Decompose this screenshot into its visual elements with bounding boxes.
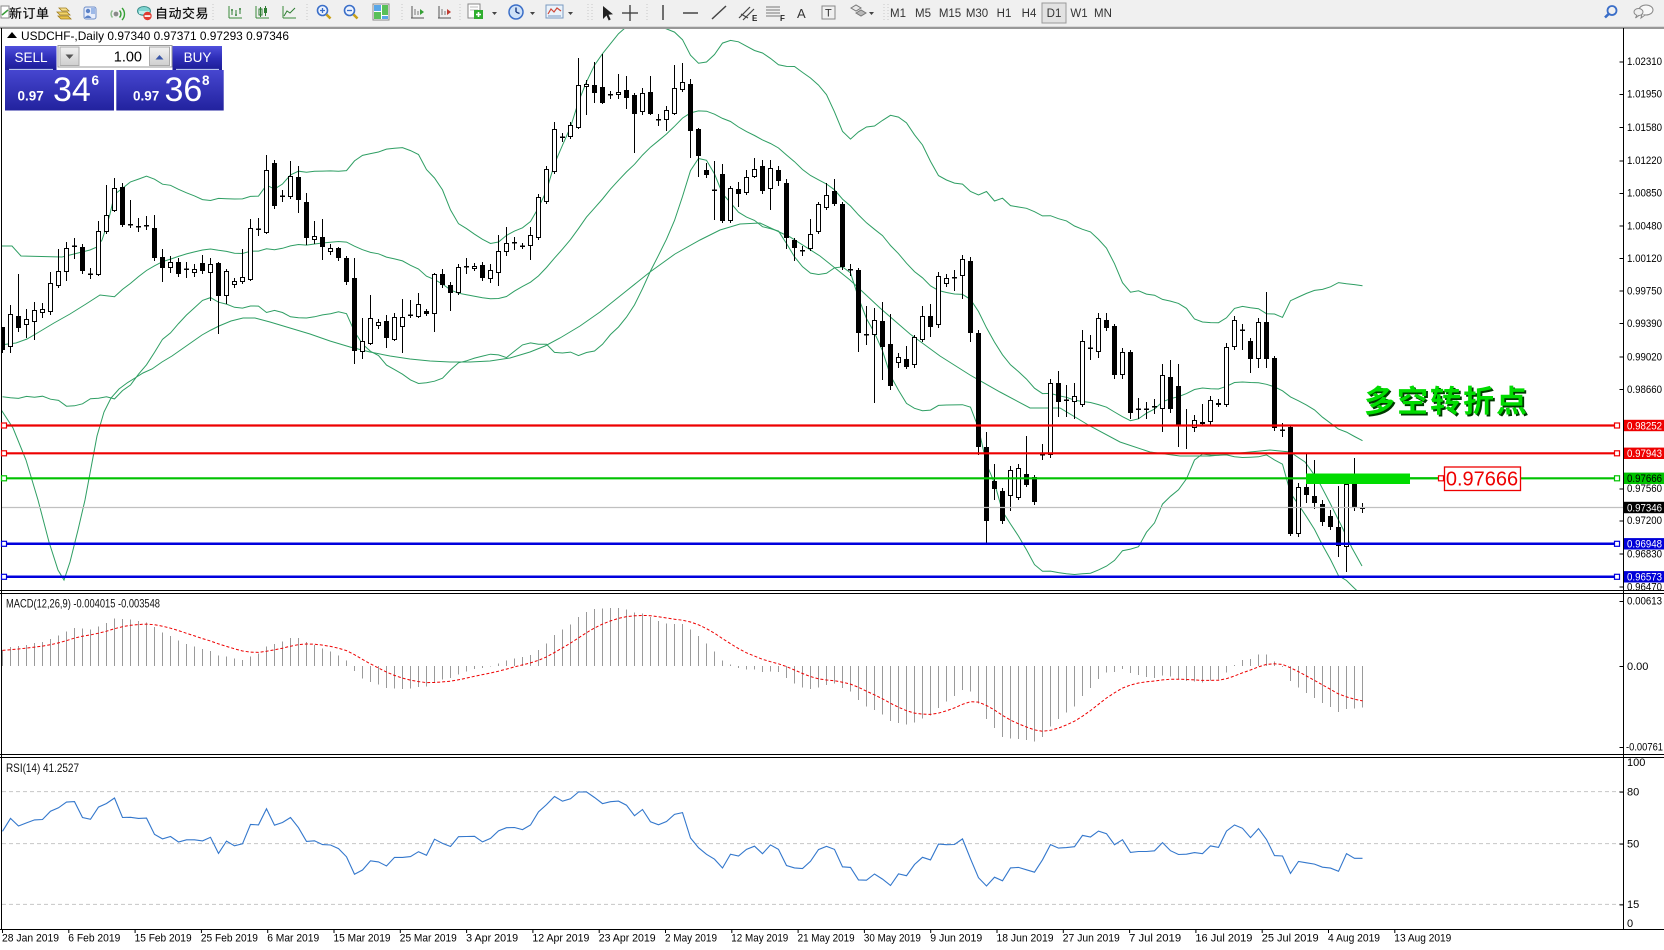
svg-text:25 Feb 2019: 25 Feb 2019 <box>201 933 258 945</box>
svg-text:1.00120: 1.00120 <box>1627 253 1662 265</box>
svg-text:D1: D1 <box>1047 8 1062 20</box>
svg-text:0.97346: 0.97346 <box>1627 502 1662 514</box>
svg-text:6: 6 <box>92 73 100 88</box>
svg-text:36: 36 <box>165 71 203 109</box>
svg-text:1.02310: 1.02310 <box>1627 56 1662 68</box>
svg-text:50: 50 <box>1627 838 1639 850</box>
svg-text:0.97200: 0.97200 <box>1627 515 1662 527</box>
svg-text:0.97666: 0.97666 <box>1627 473 1662 485</box>
svg-text:34: 34 <box>53 71 91 109</box>
svg-text:1.01220: 1.01220 <box>1627 155 1662 167</box>
svg-text:0.00613: 0.00613 <box>1627 596 1662 608</box>
svg-text:30 May 2019: 30 May 2019 <box>864 933 921 945</box>
svg-text:7 Jul 2019: 7 Jul 2019 <box>1129 933 1181 945</box>
svg-text:0.00: 0.00 <box>1627 661 1648 673</box>
svg-text:H4: H4 <box>1022 8 1037 20</box>
svg-text:100: 100 <box>1627 757 1645 769</box>
svg-text:15: 15 <box>1627 899 1639 911</box>
svg-text:0.99390: 0.99390 <box>1627 318 1662 330</box>
svg-text:28 Jan 2019: 28 Jan 2019 <box>2 933 59 945</box>
svg-text:T: T <box>825 8 832 20</box>
svg-text:13 Aug 2019: 13 Aug 2019 <box>1394 933 1451 945</box>
svg-text:12 Apr 2019: 12 Apr 2019 <box>532 933 589 945</box>
svg-text:27 Jun 2019: 27 Jun 2019 <box>1063 933 1120 945</box>
svg-text:0.97: 0.97 <box>133 89 159 104</box>
svg-text:MACD(12,26,9) -0.004015 -0.003: MACD(12,26,9) -0.004015 -0.003548 <box>6 597 160 611</box>
svg-text:1.01580: 1.01580 <box>1627 122 1662 134</box>
svg-text:9 Jun 2019: 9 Jun 2019 <box>930 933 982 945</box>
svg-text:USDCHF-,Daily 0.97340 0.97371: USDCHF-,Daily 0.97340 0.97371 0.97293 0.… <box>21 29 289 43</box>
svg-text:1.01950: 1.01950 <box>1627 89 1662 101</box>
svg-text:M1: M1 <box>890 8 906 20</box>
svg-text:F: F <box>780 14 785 23</box>
svg-text:3 Apr 2019: 3 Apr 2019 <box>466 933 518 945</box>
svg-text:E: E <box>752 14 758 23</box>
svg-text:1.00850: 1.00850 <box>1627 188 1662 200</box>
svg-text:M5: M5 <box>915 8 931 20</box>
svg-text:6 Feb 2019: 6 Feb 2019 <box>68 933 120 945</box>
svg-text:0.98252: 0.98252 <box>1627 420 1662 432</box>
svg-text:W1: W1 <box>1070 8 1087 20</box>
svg-text:2 May 2019: 2 May 2019 <box>665 933 717 945</box>
svg-text:16 Jul 2019: 16 Jul 2019 <box>1195 933 1252 945</box>
svg-text:25 Mar 2019: 25 Mar 2019 <box>400 933 457 945</box>
svg-text:MN: MN <box>1094 8 1112 20</box>
svg-text:80: 80 <box>1627 786 1639 798</box>
svg-text:RSI(14) 41.2527: RSI(14) 41.2527 <box>6 761 79 775</box>
svg-text:1.00480: 1.00480 <box>1627 220 1662 232</box>
svg-text:-0.00761: -0.00761 <box>1626 741 1663 753</box>
svg-text:0.96948: 0.96948 <box>1627 539 1662 551</box>
svg-text:21 May 2019: 21 May 2019 <box>798 933 855 945</box>
svg-text:M30: M30 <box>966 8 988 20</box>
svg-text:8: 8 <box>202 73 210 88</box>
svg-text:6 Mar 2019: 6 Mar 2019 <box>267 933 319 945</box>
svg-text:0.97: 0.97 <box>18 89 44 104</box>
svg-text:15 Mar 2019: 15 Mar 2019 <box>334 933 391 945</box>
svg-text:0.98660: 0.98660 <box>1627 384 1662 396</box>
svg-text:0.96573: 0.96573 <box>1627 572 1662 584</box>
svg-text:0.99750: 0.99750 <box>1627 286 1662 298</box>
svg-text:0.96830: 0.96830 <box>1627 548 1662 560</box>
svg-text:BUY: BUY <box>184 50 212 65</box>
svg-text:A: A <box>797 6 806 21</box>
svg-text:4 Aug 2019: 4 Aug 2019 <box>1328 933 1380 945</box>
svg-text:1.00: 1.00 <box>114 50 142 66</box>
svg-text:23 Apr 2019: 23 Apr 2019 <box>599 933 656 945</box>
svg-text:SELL: SELL <box>14 50 48 65</box>
svg-text:M15: M15 <box>939 8 961 20</box>
svg-text:0.96470: 0.96470 <box>1627 581 1662 593</box>
svg-text:12 May 2019: 12 May 2019 <box>731 933 788 945</box>
svg-text:15 Feb 2019: 15 Feb 2019 <box>135 933 192 945</box>
svg-text:H1: H1 <box>997 8 1012 20</box>
svg-text:0.99020: 0.99020 <box>1627 351 1662 363</box>
svg-text:0: 0 <box>1627 918 1633 930</box>
svg-text:0.97560: 0.97560 <box>1627 483 1662 495</box>
svg-text:0.97666: 0.97666 <box>1446 469 1518 491</box>
svg-text:0.97943: 0.97943 <box>1627 448 1662 460</box>
svg-text:25 Jul 2019: 25 Jul 2019 <box>1262 933 1319 945</box>
svg-text:18 Jun 2019: 18 Jun 2019 <box>997 933 1054 945</box>
